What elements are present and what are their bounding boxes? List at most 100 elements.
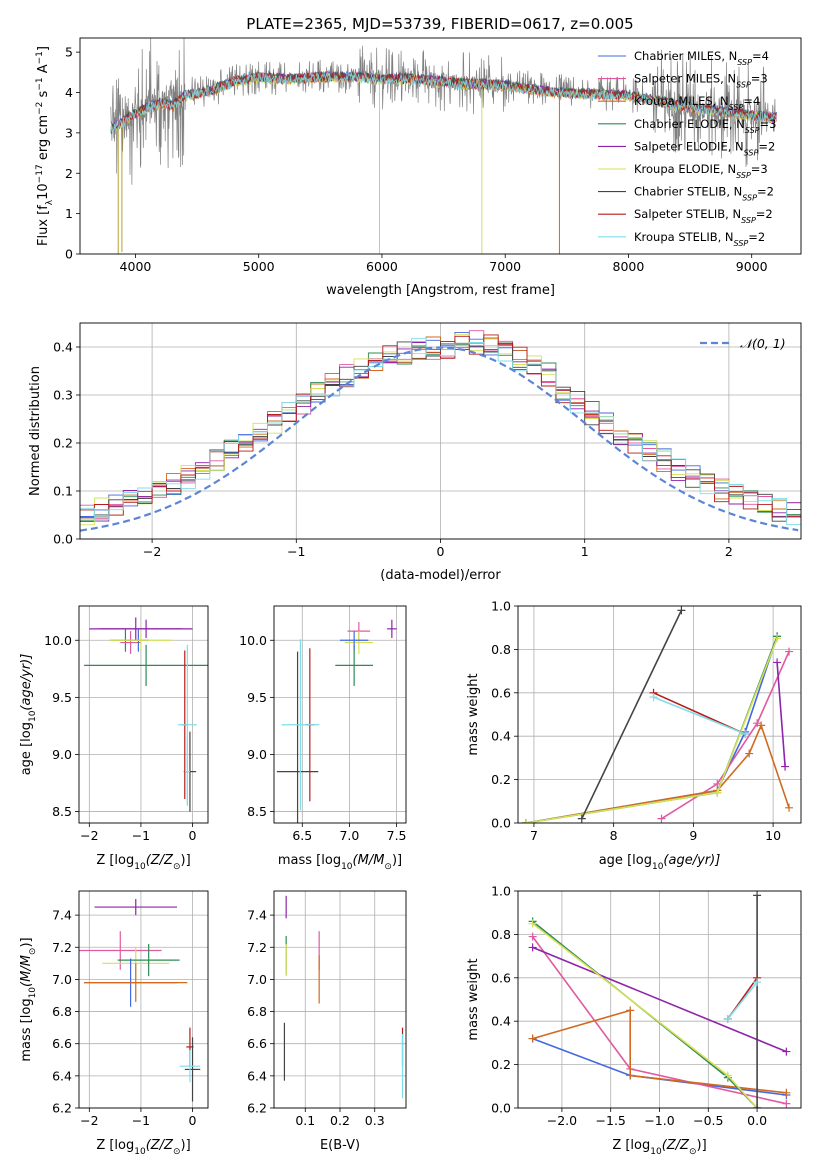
- label-part: =2: [757, 185, 774, 199]
- label-part: ⊙: [173, 862, 181, 872]
- label-part: 10: [341, 862, 353, 872]
- label-part: =3: [751, 72, 768, 86]
- label-part: (age/yr)]: [663, 853, 720, 868]
- label-part: 10: [134, 862, 146, 872]
- label-part: age [log: [19, 722, 34, 775]
- y-tick-label: 6.4: [247, 1068, 267, 1083]
- y-tick-label: 4: [65, 85, 73, 100]
- weight-marker: [723, 1015, 732, 1024]
- weight-marker: [773, 658, 782, 667]
- plot-area-age_vs_mass: [276, 619, 397, 823]
- x-tick-label: 7: [530, 828, 538, 843]
- y-tick-label: 8.5: [52, 804, 72, 819]
- y-tick-label: 7.2: [52, 940, 72, 955]
- label-part: =4: [752, 49, 769, 63]
- y-tick-label: 6.8: [247, 1004, 267, 1019]
- label-part: mass [log: [278, 853, 341, 868]
- axes-residuals: −2 −1 0 1 2 0.0 0.1 0.2 0.3 0.4: [53, 323, 801, 559]
- label-part: erg cm: [36, 115, 51, 164]
- y-tick-label: 6.2: [52, 1101, 72, 1116]
- weight-line: [653, 696, 746, 735]
- x-tick-label: −0.5: [693, 1113, 723, 1128]
- legend-label: Kroupa ELODIE, NSSP=3: [634, 162, 768, 180]
- plot-area-spectrum: [110, 38, 777, 254]
- gaussian-curve: [80, 346, 799, 532]
- y-tick-label: 0.2: [53, 436, 73, 451]
- plot-area-mass_vs_ebv: [283, 895, 404, 1099]
- label-part: (M/M: [19, 955, 34, 987]
- label-part: =3: [751, 162, 768, 176]
- y-tick-label: 7.4: [52, 908, 72, 923]
- label-part: SSP: [736, 171, 751, 180]
- label-part: −17: [35, 164, 45, 183]
- x-tick-label: −2: [143, 544, 161, 559]
- x-tick-label: −2.0: [547, 1113, 577, 1128]
- label-part: SSP: [744, 148, 759, 157]
- weight-marker: [528, 1034, 537, 1043]
- weight-marker: [626, 1071, 635, 1080]
- y-axis-label: Flux [fλ10−17 erg cm−2 s−1 A−1]: [35, 46, 55, 246]
- x-tick-label: −1: [132, 1113, 150, 1128]
- label-part: 10: [28, 710, 38, 722]
- label-part: A: [36, 64, 51, 77]
- label-part: =4: [743, 94, 760, 108]
- figure-title: PLATE=2365, MJD=53739, FIBERID=0617, z=0…: [246, 15, 633, 33]
- weight-line: [776, 662, 786, 767]
- label-part: ]: [36, 46, 51, 51]
- y-tick-label: 0.3: [53, 388, 73, 403]
- label-part: mass [log: [19, 998, 34, 1061]
- y-tick-label: 7.0: [52, 972, 72, 987]
- label-part: SSP: [741, 216, 756, 225]
- label-part: Z [log: [96, 853, 134, 868]
- y-tick-label: 6.6: [52, 1036, 72, 1051]
- legend-label: Salpeter ELODIE, NSSP=2: [634, 139, 775, 157]
- residual-histogram: [80, 337, 801, 525]
- plot-area-weight_vs_age: [521, 606, 794, 823]
- model-spectrum: [110, 72, 777, 135]
- axes-frame-weight_vs_age: [517, 605, 802, 824]
- plots-layer: 4000 5000 6000 7000 8000 9000012345wavelength…: [19, 37, 802, 1157]
- weight-marker: [521, 819, 530, 823]
- weight-marker: [723, 1071, 732, 1080]
- y-tick-label: 9.5: [247, 690, 267, 705]
- y-tick-label: 0.8: [491, 927, 511, 942]
- label-part: 10: [36, 183, 51, 200]
- weight-marker: [713, 788, 722, 797]
- label-part: =3: [760, 117, 777, 131]
- weight-marker: [528, 943, 537, 952]
- x-tick-label: 1: [581, 544, 589, 559]
- y-tick-label: 6.6: [247, 1036, 267, 1051]
- label-part: (M/M: [353, 853, 385, 868]
- x-tick-label: 0.0: [747, 1113, 767, 1128]
- y-tick-label: 10.0: [44, 633, 72, 648]
- legend-label: Chabrier ELODIE, NSSP=3: [634, 117, 776, 135]
- label-part: age [log: [599, 853, 652, 868]
- x-axis-label: mass [log10(M/M⊙)]: [278, 853, 402, 872]
- weight-marker: [745, 749, 754, 758]
- y-tick-label: 0.0: [491, 1101, 511, 1116]
- y-tick-label: 1: [65, 206, 73, 221]
- x-axis-label: Z [log10(Z/Z⊙)]: [96, 853, 190, 872]
- weight-marker: [785, 647, 794, 656]
- y-tick-label: 0.2: [491, 772, 511, 787]
- label-part: Salpeter MILES, N: [634, 72, 736, 86]
- x-tick-label: 0: [437, 544, 445, 559]
- y-tick-label: 6.4: [52, 1068, 72, 1083]
- y-axis-label: Normed distribution: [28, 366, 43, 496]
- y-tick-label: 0.4: [491, 1014, 511, 1029]
- weight-marker: [577, 814, 586, 823]
- label-part: )]: [181, 1138, 191, 1153]
- y-tick-label: 9.0: [247, 747, 267, 762]
- label-part: ⊙: [173, 1147, 181, 1157]
- x-tick-label: 7000: [489, 259, 521, 274]
- weight-marker: [781, 762, 790, 771]
- weight-line: [525, 723, 790, 823]
- legend: Chabrier MILES, N SSP =4 Salpeter MILES, N S…: [598, 49, 776, 247]
- label-part: )]: [19, 937, 34, 947]
- label-part: 10: [650, 1147, 662, 1157]
- x-tick-label: 7.5: [387, 828, 407, 843]
- label-part: )]: [181, 853, 191, 868]
- axes-frame-mass_vs_ebv: [273, 890, 407, 1109]
- label-part: Chabrier MILES, N: [634, 49, 737, 63]
